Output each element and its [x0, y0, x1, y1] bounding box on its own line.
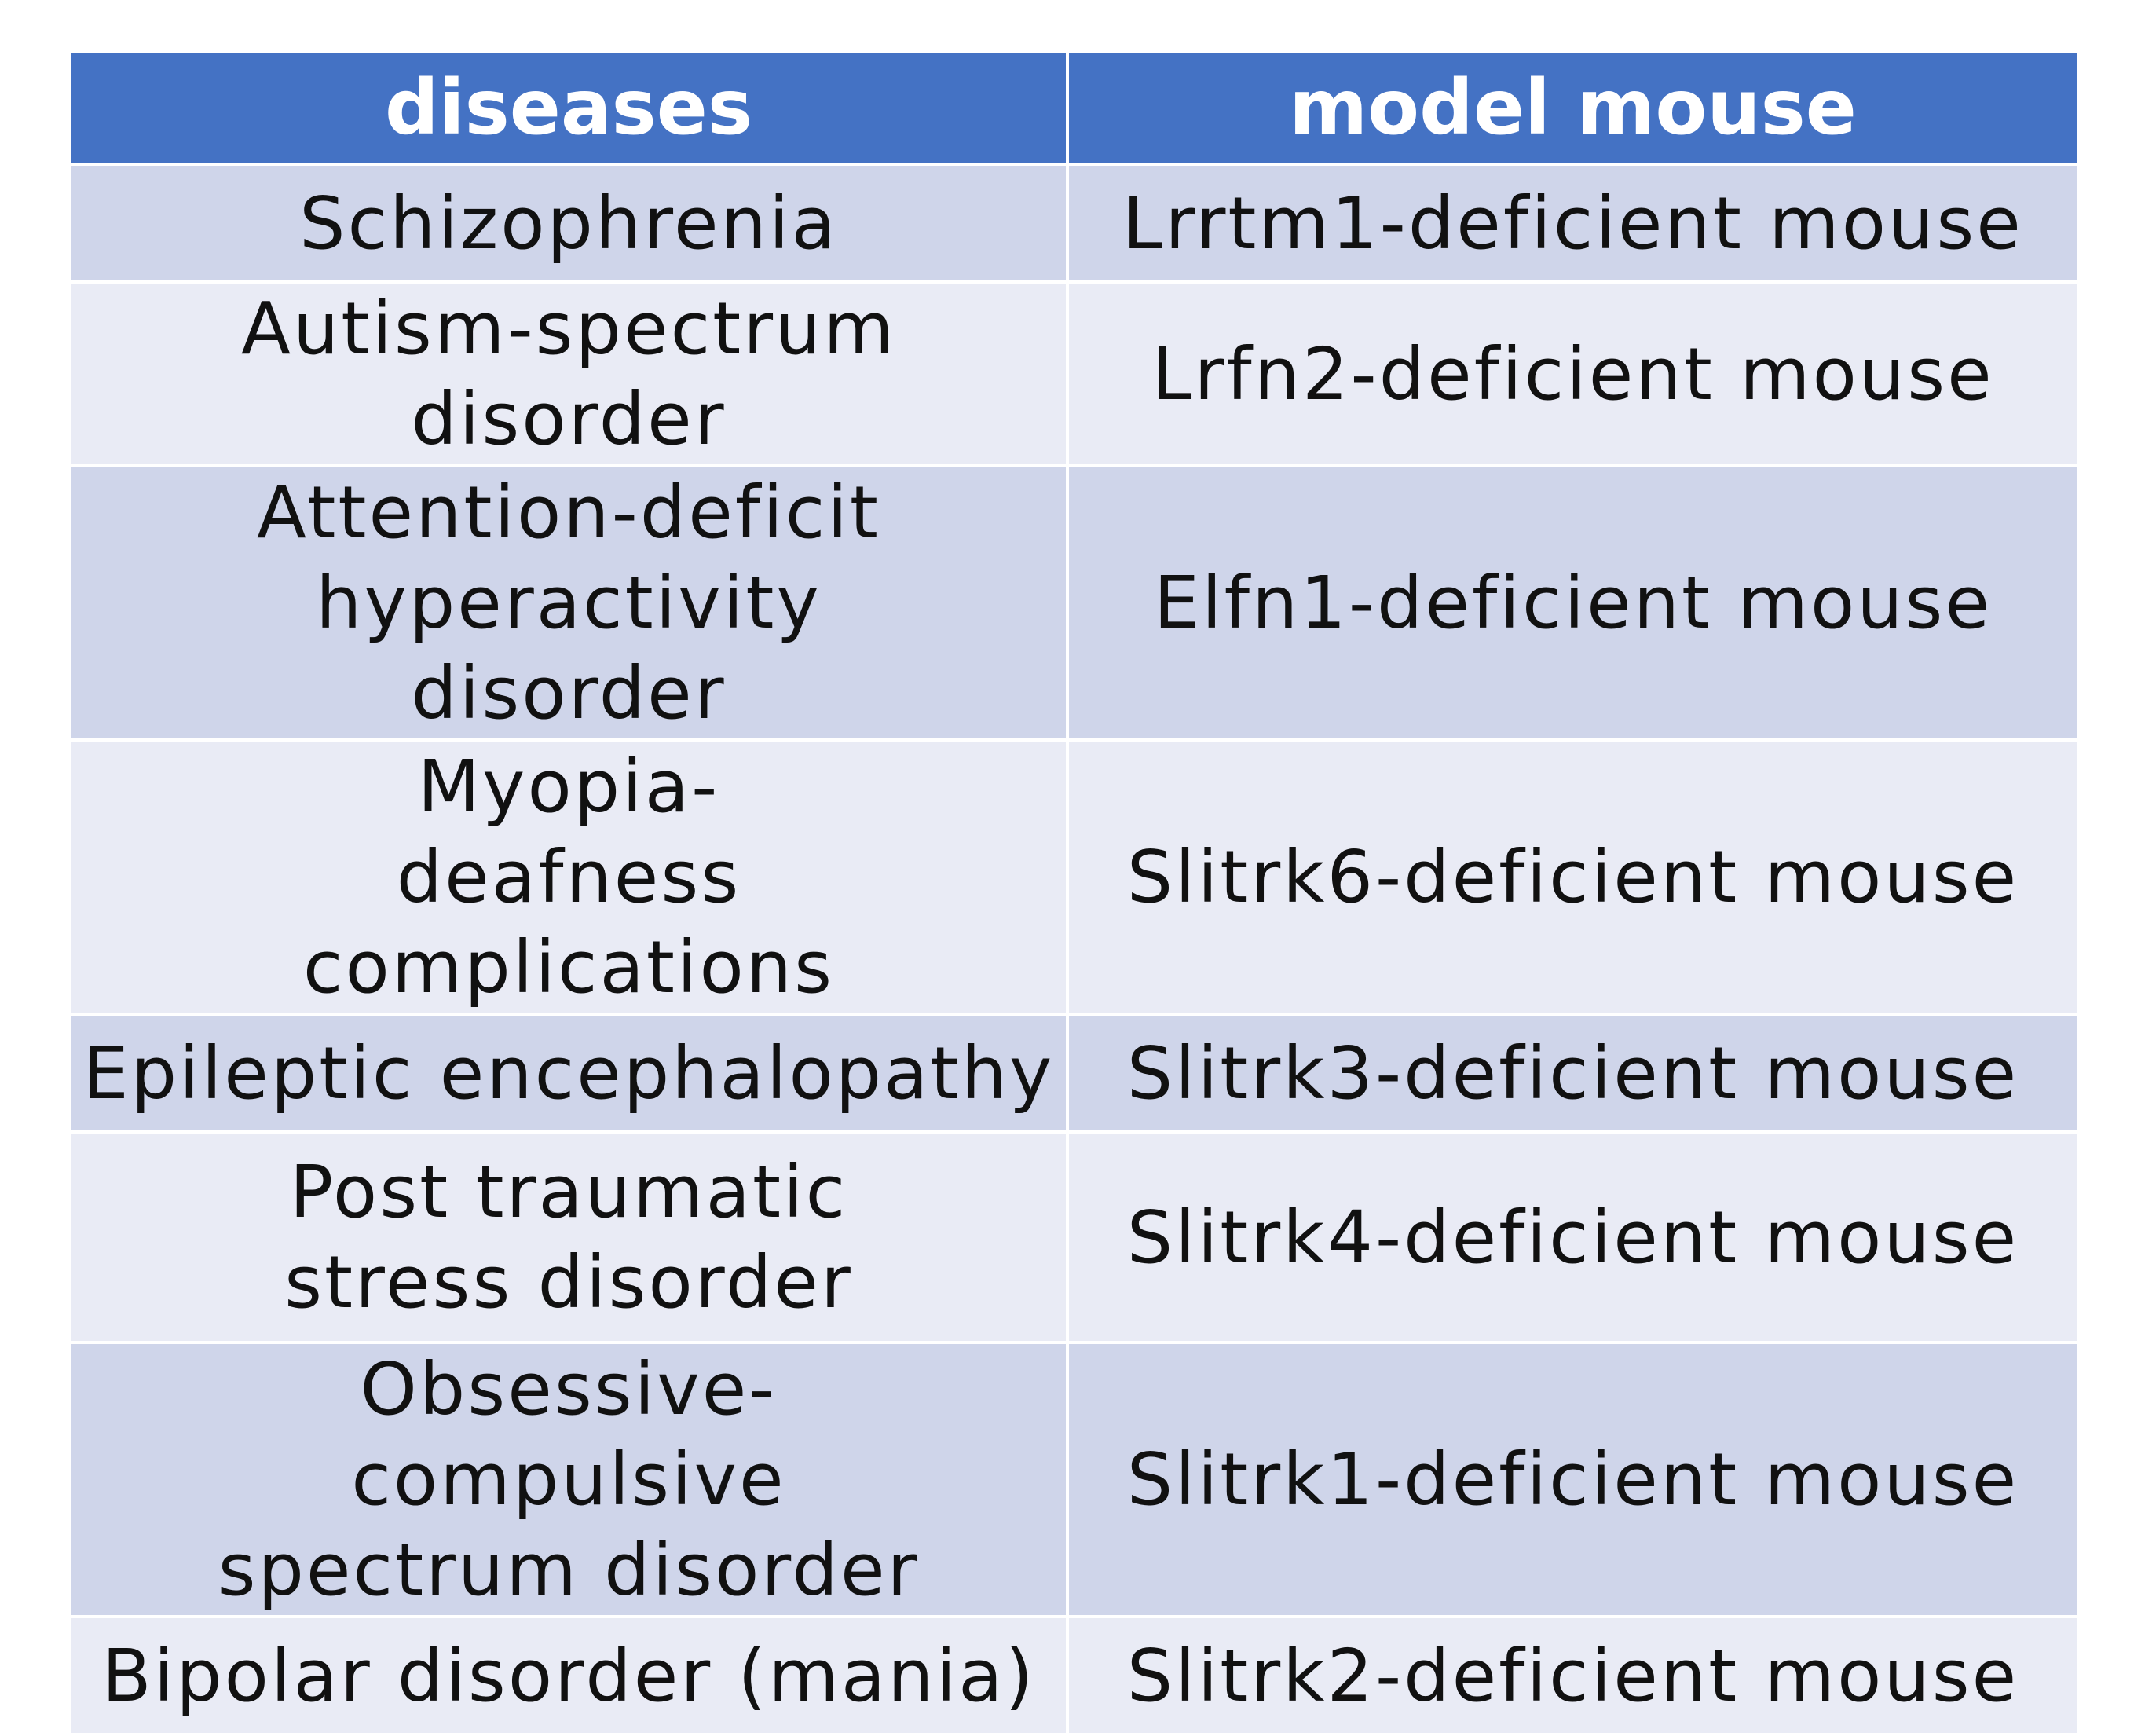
table-row: Attention-deficit hyperactivity disorder… [68, 464, 2080, 742]
disease-text: Schizophrenia [299, 181, 838, 266]
model-cell: Elfn1-deficient mouse [1066, 464, 2080, 742]
disease-model-table: diseases model mouse Schizophrenia Lrrtm… [68, 49, 2080, 1736]
disease-text: Attention-deficit hyperactivity disorder [257, 471, 880, 735]
disease-model-table-container: diseases model mouse Schizophrenia Lrrtm… [68, 49, 2080, 1736]
header-diseases: diseases [68, 49, 1069, 166]
header-model-mouse: model mouse [1066, 49, 2080, 166]
table-row: Epileptic encephalopathy Slitrk3-deficie… [68, 1013, 2080, 1134]
model-text: Slitrk1-deficient mouse [1126, 1438, 2019, 1522]
disease-cell: Obsessive-compulsive spectrum disorder [68, 1341, 1069, 1618]
disease-text: Post traumatic stress disorder [284, 1150, 853, 1324]
disease-cell: Epileptic encephalopathy [68, 1013, 1069, 1134]
table-row: Post traumatic stress disorder Slitrk4-d… [68, 1130, 2080, 1344]
model-cell: Slitrk3-deficient mouse [1066, 1013, 2080, 1134]
disease-cell: Post traumatic stress disorder [68, 1130, 1069, 1344]
model-cell: Lrrtm1-deficient mouse [1066, 163, 2080, 284]
model-text: Slitrk4-deficient mouse [1126, 1195, 2019, 1280]
table-row: Obsessive-compulsive spectrum disorder S… [68, 1341, 2080, 1618]
model-text: Elfn1-deficient mouse [1153, 561, 1993, 645]
table-row: Schizophrenia Lrrtm1-deficient mouse [68, 163, 2080, 284]
disease-text: Myopia-deafness complications [302, 745, 835, 1009]
table-row: Autism-spectrum disorder Lrfn2-deficient… [68, 280, 2080, 467]
model-cell: Slitrk2-deficient mouse [1066, 1615, 2080, 1736]
disease-text: Autism-spectrum disorder [241, 287, 896, 461]
table-header-row: diseases model mouse [68, 49, 2080, 166]
disease-cell: Autism-spectrum disorder [68, 280, 1069, 467]
disease-text: Epileptic encephalopathy [82, 1031, 1055, 1115]
model-cell: Lrfn2-deficient mouse [1066, 280, 2080, 467]
disease-cell: Attention-deficit hyperactivity disorder [68, 464, 1069, 742]
disease-text: Obsessive-compulsive spectrum disorder [218, 1347, 920, 1612]
model-text: Slitrk6-deficient mouse [1126, 835, 2019, 919]
model-text: Slitrk2-deficient mouse [1126, 1633, 2019, 1718]
disease-text: Bipolar disorder (mania) [101, 1633, 1036, 1718]
disease-cell: Bipolar disorder (mania) [68, 1615, 1069, 1736]
model-cell: Slitrk4-deficient mouse [1066, 1130, 2080, 1344]
model-cell: Slitrk1-deficient mouse [1066, 1341, 2080, 1618]
model-text: Lrrtm1-deficient mouse [1122, 181, 2023, 266]
model-cell: Slitrk6-deficient mouse [1066, 738, 2080, 1016]
table-row: Bipolar disorder (mania) Slitrk2-deficie… [68, 1615, 2080, 1736]
disease-cell: Schizophrenia [68, 163, 1069, 284]
model-text: Slitrk3-deficient mouse [1126, 1031, 2019, 1115]
model-text: Lrfn2-deficient mouse [1151, 331, 1994, 416]
disease-cell: Myopia-deafness complications [68, 738, 1069, 1016]
table-row: Myopia-deafness complications Slitrk6-de… [68, 738, 2080, 1016]
